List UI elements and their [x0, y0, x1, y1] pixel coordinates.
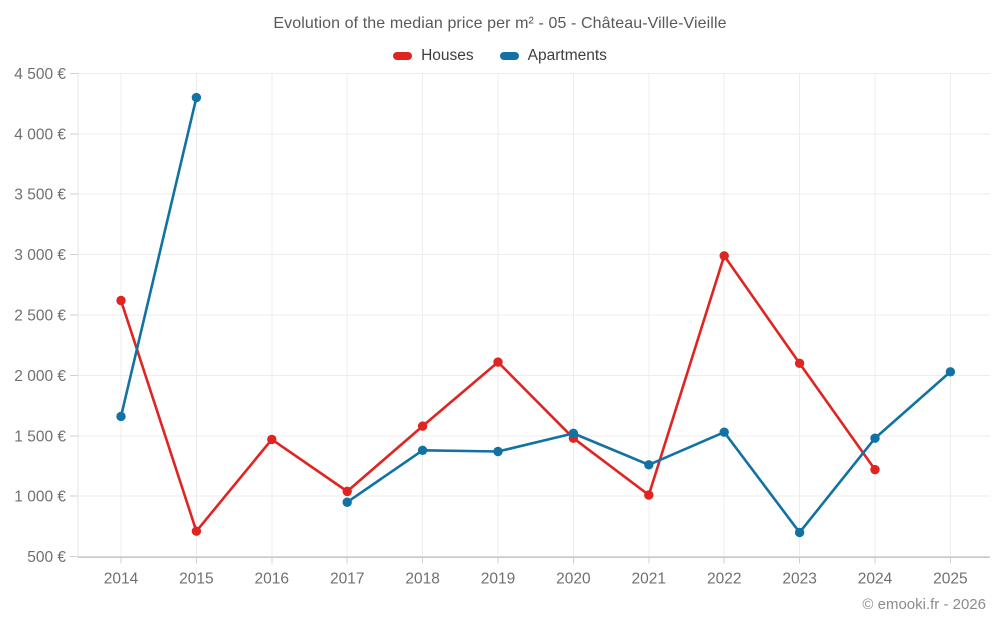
data-point-apartments-2020 — [568, 428, 579, 439]
y-axis-label: 4 500 € — [14, 66, 66, 83]
y-axis-label: 4 000 € — [14, 126, 66, 143]
x-axis-label: 2017 — [330, 571, 364, 588]
data-point-apartments-2015 — [191, 92, 202, 103]
data-point-apartments-2023 — [794, 527, 805, 538]
y-axis-label: 2 000 € — [14, 368, 66, 385]
data-point-houses-2018 — [417, 421, 428, 431]
data-point-houses-2019 — [493, 357, 503, 367]
data-point-houses-2014 — [116, 295, 126, 306]
x-axis-label: 2015 — [179, 571, 213, 588]
data-point-apartments-2019 — [493, 446, 503, 457]
data-point-apartments-2017 — [342, 497, 352, 507]
y-axis-label: 1 000 € — [14, 489, 66, 506]
copyright-note: © emooki.fr - 2026 — [862, 596, 986, 613]
data-point-apartments-2025 — [945, 367, 956, 377]
data-point-apartments-2014 — [116, 411, 126, 422]
legend-item-houses[interactable]: Houses — [393, 47, 474, 65]
x-axis-label: 2022 — [707, 571, 741, 588]
legend: Houses Apartments — [0, 45, 1000, 67]
legend-label: Apartments — [527, 47, 607, 64]
x-axis-label: 2016 — [255, 571, 289, 588]
data-point-houses-2016 — [267, 434, 277, 445]
data-point-houses-2021 — [644, 490, 654, 500]
y-axis-label: 3 000 € — [14, 247, 66, 264]
data-point-apartments-2018 — [417, 445, 428, 455]
legend-swatch-apartments — [499, 52, 519, 60]
y-axis-label: 500 € — [27, 549, 66, 566]
series-line-apartments — [119, 96, 198, 418]
data-point-apartments-2021 — [644, 460, 654, 470]
x-axis-label: 2021 — [632, 571, 666, 588]
data-point-apartments-2024 — [870, 433, 880, 443]
data-point-houses-2024 — [870, 464, 880, 475]
x-axis-label: 2024 — [858, 571, 893, 588]
x-axis-label: 2023 — [782, 571, 816, 588]
x-axis-label: 2020 — [556, 571, 591, 588]
legend-label: Houses — [421, 47, 474, 64]
y-axis-label: 3 500 € — [14, 187, 66, 204]
y-axis-label: 1 500 € — [14, 428, 66, 445]
x-axis-label: 2014 — [104, 571, 139, 588]
data-point-houses-2017 — [342, 486, 352, 497]
legend-swatch-houses — [393, 52, 413, 60]
data-point-houses-2023 — [794, 358, 805, 369]
x-axis-label: 2019 — [481, 571, 515, 588]
data-point-houses-2015 — [191, 526, 202, 536]
x-axis-label: 2025 — [933, 571, 967, 588]
x-axis-label: 2018 — [405, 571, 439, 588]
data-point-apartments-2022 — [719, 427, 729, 437]
chart-title: Evolution of the median price per m² - 0… — [273, 15, 727, 32]
legend-item-apartments[interactable]: Apartments — [499, 47, 607, 65]
y-axis-label: 2 500 € — [14, 308, 66, 325]
data-point-houses-2022 — [719, 251, 729, 261]
